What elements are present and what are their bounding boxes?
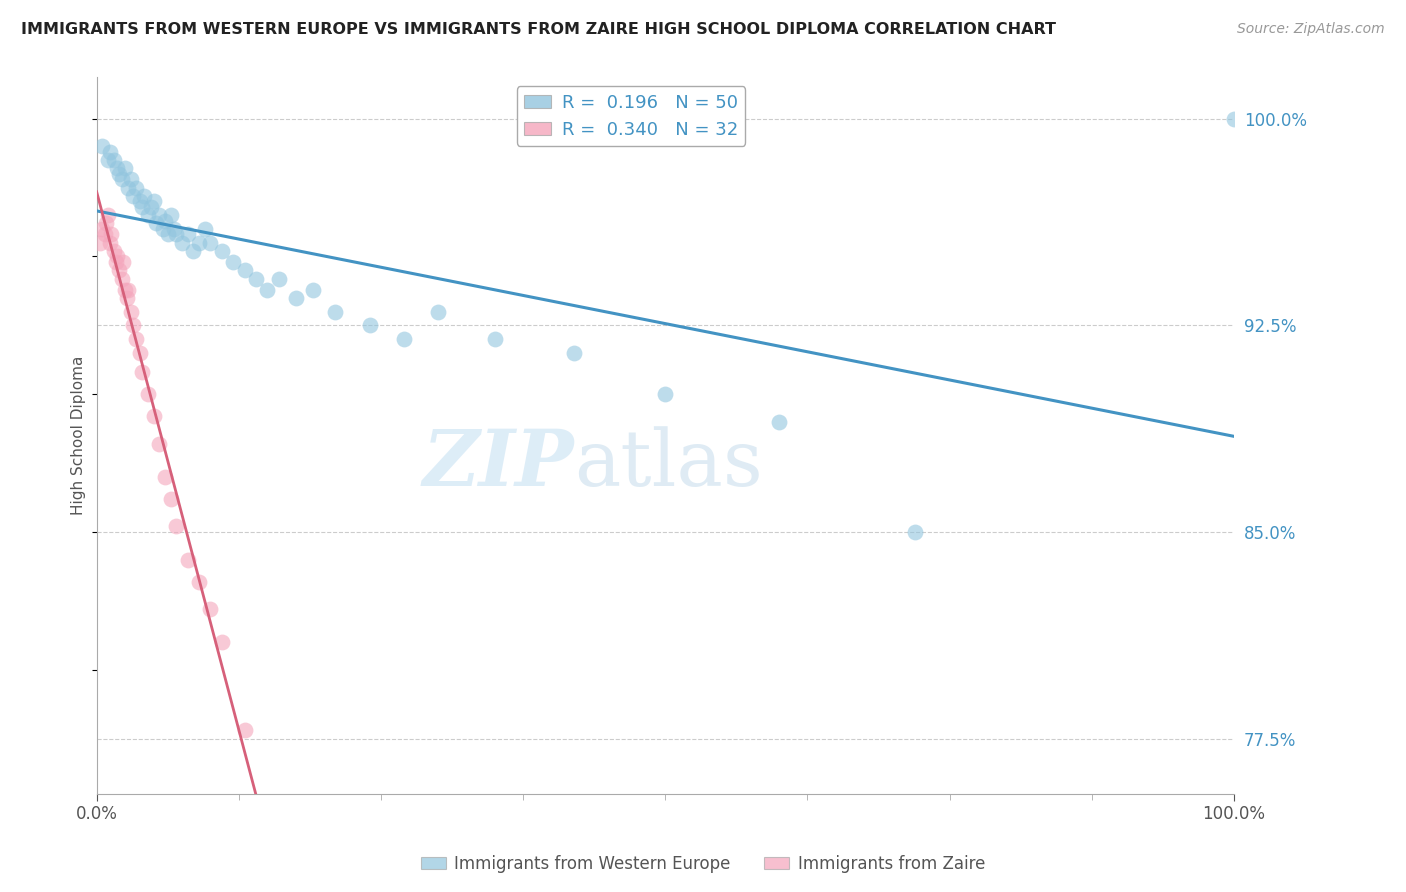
Point: [194, 222, 217, 236]
Point: [97, 153, 120, 167]
Point: [284, 291, 307, 305]
Point: [484, 332, 506, 346]
Point: [904, 524, 927, 539]
Point: [117, 283, 139, 297]
Point: [148, 437, 170, 451]
Point: [153, 213, 176, 227]
Point: [181, 244, 204, 258]
Point: [245, 271, 267, 285]
Point: [200, 602, 222, 616]
Point: [93, 227, 115, 242]
Point: [136, 208, 159, 222]
Point: [233, 263, 256, 277]
Point: [426, 304, 449, 318]
Point: [105, 250, 128, 264]
Point: [104, 255, 127, 269]
Point: [267, 271, 290, 285]
Point: [105, 161, 128, 176]
Text: Source: ZipAtlas.com: Source: ZipAtlas.com: [1237, 22, 1385, 37]
Point: [114, 161, 136, 176]
Text: IMMIGRANTS FROM WESTERN EUROPE VS IMMIGRANTS FROM ZAIRE HIGH SCHOOL DIPLOMA CORR: IMMIGRANTS FROM WESTERN EUROPE VS IMMIGR…: [21, 22, 1056, 37]
Point: [176, 552, 198, 566]
Point: [170, 235, 193, 250]
Point: [122, 189, 145, 203]
Point: [117, 180, 139, 194]
Point: [120, 172, 142, 186]
Point: [1223, 112, 1246, 126]
Point: [157, 227, 180, 242]
Point: [654, 387, 676, 401]
Point: [125, 180, 148, 194]
Point: [94, 216, 117, 230]
Point: [100, 227, 122, 242]
Point: [200, 235, 222, 250]
Point: [103, 244, 125, 258]
Point: [222, 255, 245, 269]
Text: atlas: atlas: [574, 426, 763, 502]
Point: [301, 283, 323, 297]
Point: [128, 346, 150, 360]
Point: [98, 145, 121, 159]
Point: [163, 222, 186, 236]
Legend: R =  0.196   N = 50, R =  0.340   N = 32: R = 0.196 N = 50, R = 0.340 N = 32: [517, 87, 745, 146]
Point: [233, 723, 256, 738]
Point: [91, 222, 114, 236]
Point: [128, 194, 150, 209]
Point: [359, 318, 381, 333]
Point: [165, 519, 187, 533]
Point: [136, 387, 159, 401]
Text: ZIP: ZIP: [423, 426, 574, 502]
Point: [768, 415, 790, 429]
Legend: Immigrants from Western Europe, Immigrants from Zaire: Immigrants from Western Europe, Immigran…: [415, 848, 991, 880]
Point: [153, 470, 176, 484]
Y-axis label: High School Diploma: High School Diploma: [72, 356, 86, 516]
Point: [98, 235, 121, 250]
Point: [114, 283, 136, 297]
Point: [131, 200, 153, 214]
Point: [165, 227, 187, 242]
Point: [134, 189, 156, 203]
Point: [111, 172, 134, 186]
Point: [188, 574, 211, 589]
Point: [97, 208, 120, 222]
Point: [89, 235, 111, 250]
Point: [108, 263, 131, 277]
Point: [145, 216, 167, 230]
Point: [152, 222, 174, 236]
Point: [159, 491, 181, 506]
Point: [562, 346, 585, 360]
Point: [108, 167, 131, 181]
Point: [91, 139, 114, 153]
Point: [392, 332, 415, 346]
Point: [211, 244, 233, 258]
Point: [111, 271, 134, 285]
Point: [142, 409, 165, 424]
Point: [325, 304, 347, 318]
Point: [159, 208, 181, 222]
Point: [120, 304, 142, 318]
Point: [188, 235, 211, 250]
Point: [176, 227, 198, 242]
Point: [103, 153, 125, 167]
Point: [148, 208, 170, 222]
Point: [122, 318, 145, 333]
Point: [117, 291, 139, 305]
Point: [111, 255, 134, 269]
Point: [131, 365, 153, 379]
Point: [256, 283, 278, 297]
Point: [211, 635, 233, 649]
Point: [142, 194, 165, 209]
Point: [125, 332, 148, 346]
Point: [141, 200, 163, 214]
